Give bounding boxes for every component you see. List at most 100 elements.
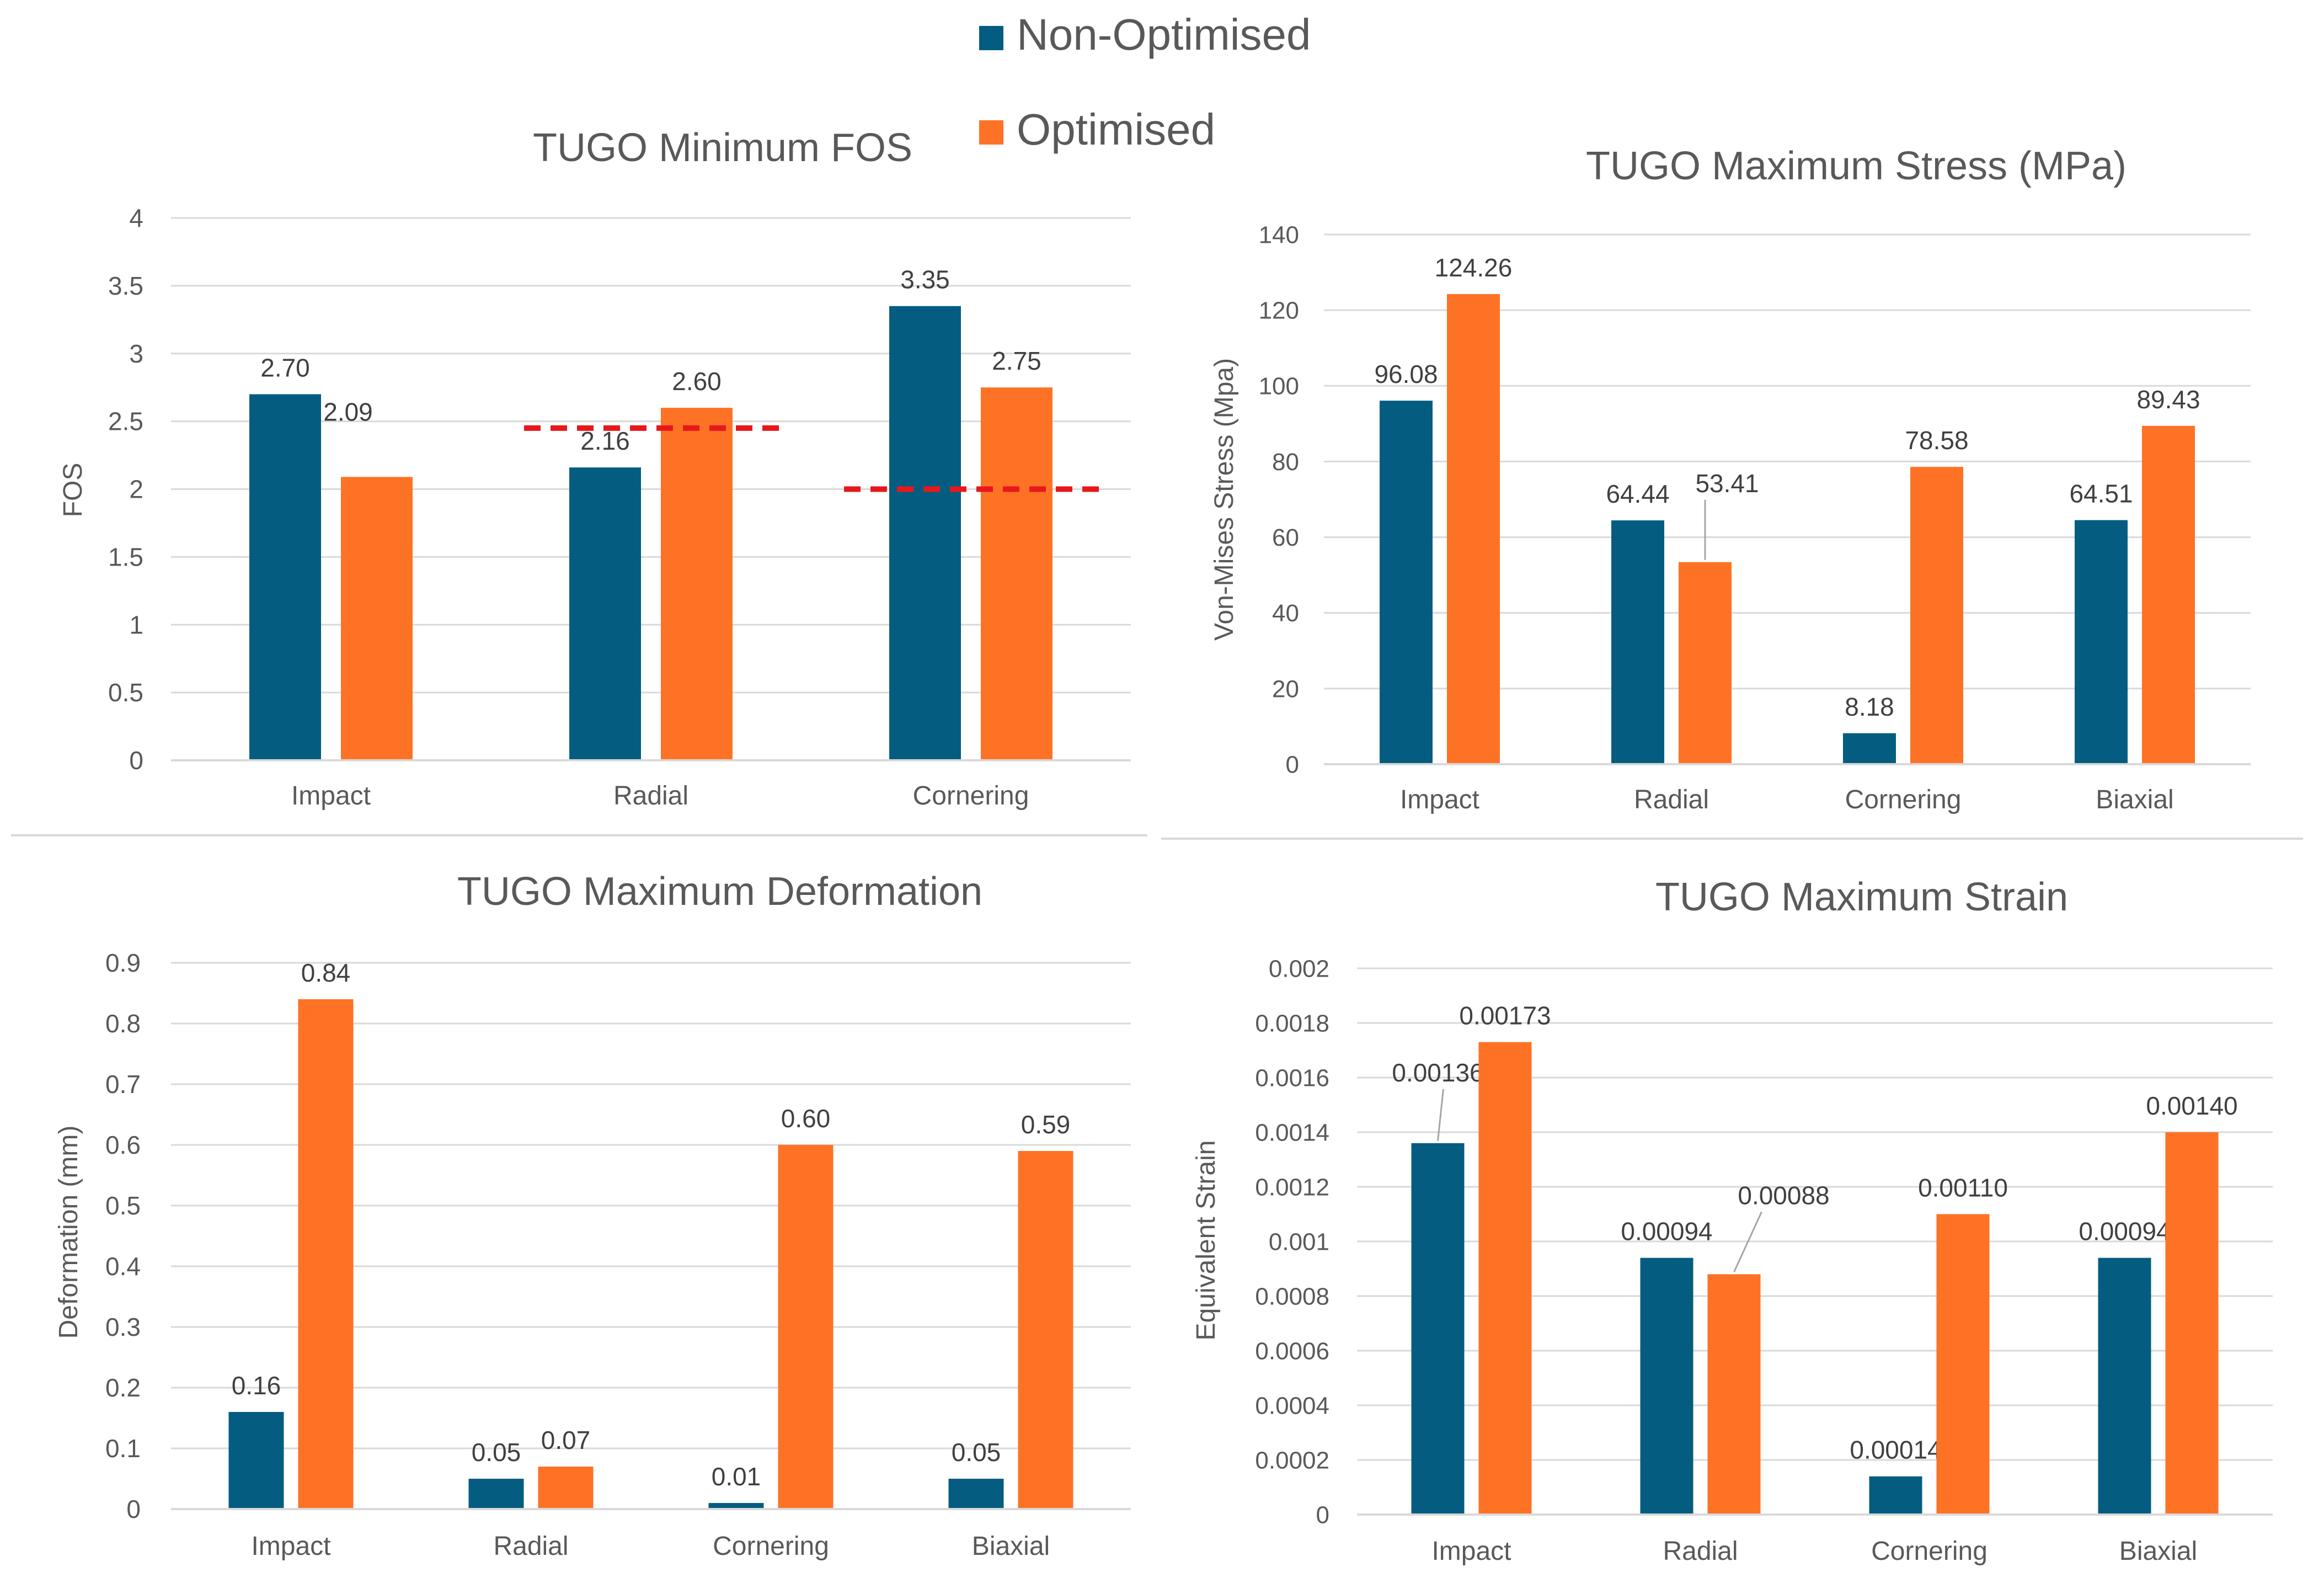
- deformation-data-label: 0.16: [232, 1371, 281, 1400]
- fos-bar-optimised-cornering: [981, 387, 1053, 760]
- fos-data-label: 2.09: [323, 397, 373, 426]
- stress-y-tick-label: 140: [1259, 221, 1299, 248]
- stress-data-label: 78.58: [1905, 426, 1968, 455]
- strain-bar-optimised-biaxial: [2165, 1132, 2219, 1515]
- stress-x-category-label: Radial: [1634, 785, 1709, 814]
- deformation-x-category-label: Radial: [493, 1532, 568, 1561]
- fos-y-tick-label: 2.5: [108, 407, 143, 436]
- strain-bar-non-optimised-impact: [1411, 1143, 1465, 1515]
- stress-y-tick-label: 0: [1286, 751, 1299, 778]
- fos-data-label: 3.35: [900, 265, 950, 294]
- fos-data-label: 2.70: [260, 353, 310, 382]
- strain-data-label: 0.00136: [1392, 1058, 1483, 1087]
- fos-bar-optimised-impact: [341, 477, 413, 760]
- stress-data-label: 89.43: [2136, 385, 2200, 414]
- stress-y-tick-label: 40: [1272, 600, 1299, 627]
- fos-bar-non-optimised-radial: [569, 467, 641, 760]
- deformation-x-category-label: Biaxial: [972, 1532, 1050, 1561]
- fos-data-label: 2.60: [672, 367, 722, 396]
- deformation-chart-title: TUGO Maximum Deformation: [457, 870, 982, 914]
- fos-data-label: 2.75: [992, 347, 1041, 375]
- stress-data-label: 8.18: [1845, 692, 1894, 721]
- legend-swatch-non-optimised: [979, 26, 1003, 50]
- fos-bar-non-optimised-impact: [249, 394, 321, 760]
- strain-data-label: 0.00094: [2079, 1217, 2170, 1246]
- fos-y-tick-label: 1.5: [108, 542, 143, 571]
- fos-data-label: 2.16: [580, 427, 630, 455]
- strain-bar-non-optimised-biaxial: [2098, 1257, 2151, 1515]
- deformation-data-label: 0.07: [541, 1426, 591, 1454]
- deformation-bar-optimised-biaxial: [1018, 1151, 1073, 1509]
- strain-data-label: 0.00094: [1621, 1217, 1712, 1246]
- strain-data-label: 0.00088: [1738, 1181, 1829, 1209]
- legend: Non-Optimised Optimised: [979, 10, 1311, 154]
- stress-x-category-label: Impact: [1400, 785, 1479, 814]
- deformation-data-label: 0.01: [712, 1462, 761, 1491]
- deformation-chart: TUGO Maximum Deformation Deformation (mm…: [54, 870, 1131, 1561]
- strain-y-tick-label: 0.0012: [1255, 1174, 1329, 1201]
- stress-y-tick-label: 120: [1259, 297, 1299, 324]
- strain-chart: TUGO Maximum Strain Equivalent Strain 0 0…: [1192, 875, 2273, 1566]
- deformation-bar-non-optimised-cornering: [708, 1503, 764, 1509]
- deformation-data-label: 0.05: [952, 1438, 1001, 1467]
- deformation-y-axis-label: Deformation (mm): [54, 1126, 83, 1339]
- stress-bar-optimised-biaxial: [2142, 425, 2195, 764]
- legend-label-optimised: Optimised: [1017, 105, 1215, 154]
- deformation-bar-non-optimised-impact: [228, 1412, 284, 1509]
- strain-data-label: 0.00140: [2146, 1091, 2237, 1120]
- deformation-y-tick-label: 0.4: [105, 1252, 141, 1281]
- strain-y-tick-label: 0: [1316, 1501, 1329, 1528]
- fos-y-tick-label: 0: [129, 746, 143, 775]
- strain-data-label: 0.00014: [1850, 1436, 1941, 1464]
- stress-y-tick-label: 80: [1272, 449, 1299, 476]
- strain-leader-line: [1733, 1211, 1762, 1273]
- strain-chart-title: TUGO Maximum Strain: [1655, 875, 2068, 919]
- deformation-y-tick-label: 0.6: [105, 1131, 141, 1159]
- deformation-x-category-label: Cornering: [713, 1532, 829, 1561]
- deformation-y-tick-label: 0.9: [105, 948, 141, 977]
- stress-data-label: 64.44: [1606, 479, 1669, 508]
- fos-x-category-label: Cornering: [913, 781, 1029, 811]
- deformation-bar-non-optimised-radial: [468, 1479, 524, 1509]
- fos-y-axis-label: FOS: [58, 463, 88, 518]
- fos-x-category-label: Impact: [291, 781, 371, 811]
- strain-y-tick-label: 0.0008: [1255, 1283, 1329, 1310]
- stress-data-label: 53.41: [1695, 469, 1759, 498]
- fos-x-category-label: Radial: [613, 781, 688, 811]
- deformation-y-tick-label: 0.7: [105, 1070, 141, 1099]
- fos-y-tick-label: 0.5: [108, 678, 143, 707]
- stress-chart: TUGO Maximum Stress (MPa) Von-Mises Stre…: [1210, 144, 2251, 814]
- fos-bar-optimised-radial: [661, 408, 733, 760]
- fos-y-tick-label: 2: [129, 475, 143, 504]
- stress-bar-optimised-impact: [1447, 294, 1500, 764]
- horizontal-divider-right: [1161, 838, 2303, 840]
- strain-bar-non-optimised-cornering: [1869, 1476, 1922, 1515]
- deformation-y-tick-label: 0.8: [105, 1009, 141, 1038]
- stress-x-category-label: Biaxial: [2096, 785, 2173, 814]
- strain-y-tick-label: 0.0018: [1255, 1010, 1329, 1037]
- stress-bar-non-optimised-cornering: [1843, 733, 1896, 764]
- strain-bar-optimised-impact: [1478, 1042, 1532, 1515]
- strain-data-label: 0.00173: [1459, 1001, 1551, 1030]
- fos-chart-title: TUGO Minimum FOS: [533, 126, 912, 170]
- deformation-y-tick-label: 0.2: [105, 1373, 141, 1402]
- strain-y-tick-label: 0.0014: [1255, 1119, 1329, 1146]
- strain-y-tick-label: 0.002: [1269, 955, 1329, 982]
- deformation-data-label: 0.05: [472, 1438, 521, 1467]
- stress-data-label: 96.08: [1374, 360, 1438, 388]
- deformation-bar-non-optimised-biaxial: [948, 1479, 1004, 1509]
- stress-y-tick-label: 100: [1259, 373, 1299, 400]
- strain-bar-non-optimised-radial: [1640, 1257, 1693, 1515]
- deformation-x-category-label: Impact: [251, 1532, 330, 1561]
- deformation-data-label: 0.59: [1021, 1110, 1071, 1139]
- stress-y-tick-label: 60: [1272, 524, 1299, 551]
- strain-y-tick-label: 0.0004: [1255, 1392, 1329, 1419]
- stress-bar-optimised-radial: [1679, 562, 1732, 764]
- stress-bar-optimised-cornering: [1910, 467, 1963, 764]
- stress-y-axis-label: Von-Mises Stress (Mpa): [1210, 358, 1239, 641]
- fos-y-tick-label: 3: [129, 339, 143, 368]
- strain-y-tick-label: 0.0002: [1255, 1447, 1329, 1474]
- stress-y-tick-label: 20: [1272, 675, 1299, 702]
- strain-x-category-label: Biaxial: [2119, 1537, 2197, 1566]
